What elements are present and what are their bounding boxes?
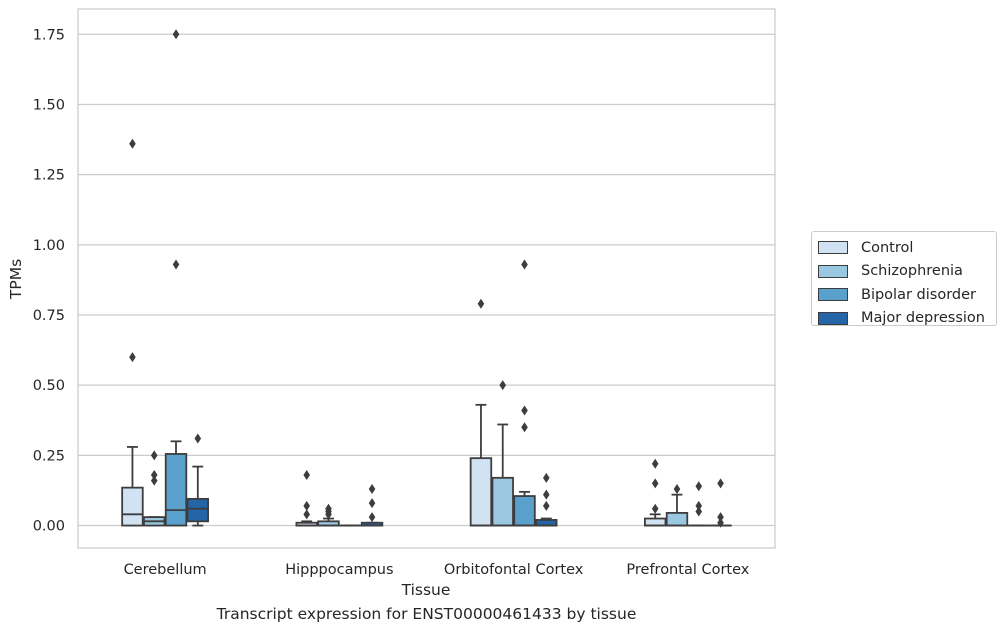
- x-axis-label: Tissue: [401, 581, 451, 599]
- y-tick-label: 0.00: [33, 519, 65, 535]
- box-major-depression: [186, 433, 209, 527]
- box-bipolar-disorder: [164, 29, 188, 527]
- legend-item: Bipolar disorder: [818, 283, 996, 307]
- box-schizophrenia: [665, 484, 689, 527]
- outlier-point: [521, 405, 528, 416]
- outlier-point: [717, 512, 724, 523]
- outlier-point: [172, 259, 180, 270]
- outlier-point: [695, 506, 703, 517]
- legend-label: Schizophrenia: [861, 263, 963, 280]
- box-body: [469, 457, 493, 527]
- box-body: [186, 497, 209, 523]
- boxes: [121, 29, 732, 528]
- box-control: [295, 470, 318, 527]
- x-tick-label: Orbitofontal Cortex: [444, 562, 584, 578]
- y-tick-label: 1.25: [33, 168, 65, 184]
- box-major-depression: [535, 472, 558, 527]
- outlier-point: [542, 472, 550, 483]
- y-tick-label: 1.00: [33, 238, 65, 254]
- box-major-depression: [709, 478, 732, 528]
- outlier-point: [717, 517, 724, 528]
- y-tick-label: 1.50: [33, 97, 65, 113]
- outlier-point: [368, 498, 376, 509]
- x-tick-label: Cerebellum: [124, 562, 207, 578]
- box-bipolar-disorder: [687, 481, 710, 527]
- legend: Control Schizophrenia Bipolar disorder Majo…: [811, 231, 997, 326]
- y-tick-label: 0.50: [33, 378, 65, 394]
- box-body: [513, 495, 536, 527]
- plot-frame: [77, 8, 776, 549]
- outlier-point: [172, 29, 180, 40]
- outlier-point: [651, 458, 659, 469]
- legend-item: Major depression: [818, 307, 996, 331]
- outlier-point: [651, 503, 659, 514]
- box-body: [121, 486, 144, 527]
- y-axis-label: TPMs: [7, 259, 25, 300]
- legend-item: Control: [818, 236, 996, 260]
- legend-item: Schizophrenia: [818, 260, 996, 284]
- outlier-point: [521, 422, 528, 433]
- legend-swatch: [818, 311, 848, 325]
- y-tick-label: 0.25: [33, 448, 65, 464]
- box-body: [644, 517, 667, 527]
- y-tick-labels: 0.00 0.25 0.50 0.75 1.00 1.25 1.50 1.75: [33, 27, 65, 534]
- outlier-point: [194, 433, 202, 444]
- outlier-point: [129, 352, 136, 363]
- outlier-point: [303, 500, 311, 511]
- outlier-point: [325, 503, 332, 514]
- box-control: [469, 298, 493, 527]
- legend-swatch: [818, 264, 848, 278]
- outlier-point: [673, 484, 681, 495]
- outlier-point: [717, 478, 724, 489]
- box-major-depression: [360, 484, 384, 527]
- outlier-point: [695, 481, 703, 492]
- box-schizophrenia: [491, 380, 514, 527]
- box-control: [644, 458, 667, 527]
- outlier-point: [477, 298, 485, 309]
- outlier-point: [150, 450, 158, 461]
- box-control: [121, 138, 144, 527]
- box-bipolar-disorder: [513, 259, 536, 527]
- outlier-point: [368, 512, 376, 523]
- box-schizophrenia: [317, 503, 340, 527]
- x-tick-label: Hipppocampus: [285, 562, 393, 578]
- legend-label: Major depression: [861, 310, 985, 327]
- x-tick-label: Prefrontal Cortex: [626, 562, 749, 578]
- y-tick-label: 0.75: [33, 308, 65, 324]
- gridlines: [78, 33, 775, 527]
- outlier-point: [651, 478, 659, 489]
- legend-label: Bipolar disorder: [861, 286, 976, 303]
- y-tick-label: 1.75: [33, 27, 65, 43]
- outlier-point: [521, 259, 528, 270]
- outlier-point: [499, 380, 507, 391]
- box-schizophrenia: [143, 450, 166, 527]
- chart-caption: Transcript expression for ENST0000046143…: [216, 605, 637, 623]
- legend-label: Control: [861, 239, 914, 256]
- outlier-point: [150, 475, 158, 486]
- outlier-point: [150, 470, 158, 481]
- box-body: [665, 512, 689, 527]
- x-tick-labels: Cerebellum Hipppocampus Orbitofontal Corte…: [124, 562, 750, 578]
- outlier-point: [303, 470, 311, 481]
- outlier-point: [129, 138, 136, 149]
- box-body: [164, 453, 188, 527]
- outlier-point: [542, 489, 550, 500]
- outlier-point: [542, 500, 550, 511]
- box-body: [491, 476, 514, 527]
- legend-swatch: [818, 241, 848, 255]
- outlier-point: [368, 484, 376, 495]
- outlier-point: [303, 509, 311, 520]
- outlier-point: [695, 500, 703, 511]
- legend-swatch: [818, 288, 848, 302]
